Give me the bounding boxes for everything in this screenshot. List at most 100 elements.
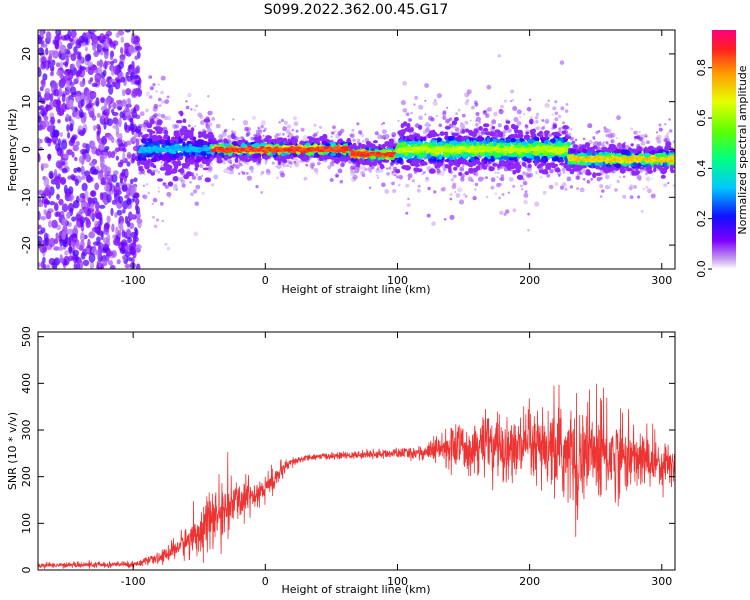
spectrogram-noise-speckle xyxy=(106,215,111,224)
spectrogram-halo-speckle xyxy=(229,162,233,165)
spectrogram-noise-speckle xyxy=(55,160,63,169)
spectrogram-signal-cell xyxy=(552,123,557,129)
spectrogram-noise-speckle xyxy=(96,112,101,118)
spectrogram-noise-speckle xyxy=(137,84,142,89)
spectrogram-noise-speckle xyxy=(75,213,82,222)
spectrogram-noise-speckle xyxy=(38,236,43,245)
spectrogram-ridge-cell xyxy=(406,145,411,149)
spectrogram-halo-speckle xyxy=(155,218,160,222)
spectrogram-halo-speckle xyxy=(541,119,545,122)
spectrogram-noise-speckle xyxy=(56,109,64,116)
spectrogram-halo-speckle xyxy=(294,156,298,161)
spectrogram-noise-speckle xyxy=(115,32,120,38)
spectrogram-signal-cell xyxy=(223,143,230,147)
spectrogram-halo-speckle xyxy=(209,110,214,115)
spectrogram-halo-speckle xyxy=(441,164,446,169)
spectrogram-signal-cell xyxy=(232,141,238,147)
spectrogram-noise-speckle xyxy=(106,193,112,203)
spectrogram-noise-speckle xyxy=(63,255,70,266)
spectrogram-halo-speckle xyxy=(163,182,166,185)
spectrogram-noise-speckle xyxy=(68,37,73,42)
spectrogram-signal-cell xyxy=(543,168,548,174)
spectrogram-noise-speckle xyxy=(80,232,85,242)
spectrogram-signal-cell xyxy=(319,154,324,161)
spectrogram-halo-speckle xyxy=(193,125,196,128)
spectrogram-noise-speckle xyxy=(126,153,134,158)
spectrogram-halo-speckle xyxy=(282,132,285,136)
spectrogram-signal-cell xyxy=(505,120,511,124)
spectrogram-halo-speckle xyxy=(475,111,480,117)
spectrogram-ridge-cell xyxy=(455,151,461,154)
spectrogram-halo-speckle xyxy=(255,185,259,189)
spectrogram-halo-speckle xyxy=(152,83,156,87)
spectrogram-signal-cell xyxy=(318,151,323,155)
spectrogram-halo-speckle xyxy=(334,129,337,133)
spectrogram-signal-cell xyxy=(513,125,519,131)
spectrogram-noise-speckle xyxy=(38,36,42,45)
spectrogram-noise-speckle xyxy=(59,52,66,61)
spectrogram-noise-speckle xyxy=(125,88,132,96)
spectrogram-halo-speckle xyxy=(422,171,426,174)
spectrogram-halo-speckle xyxy=(293,121,299,127)
spectrogram-signal-cell xyxy=(341,156,345,162)
spectrogram-halo-speckle xyxy=(265,168,270,173)
spectrogram-noise-speckle xyxy=(41,163,49,169)
spectrogram-signal-cell xyxy=(143,133,150,138)
spectrogram-halo-speckle xyxy=(410,111,413,115)
spectrogram-halo-speckle xyxy=(142,122,148,128)
spectrogram-ridge-cell xyxy=(412,146,417,150)
spectrogram-signal-cell xyxy=(539,136,547,141)
spectrogram-signal-cell xyxy=(454,132,459,137)
spectrogram-signal-cell xyxy=(365,140,371,145)
spectrogram-ridge-cell xyxy=(177,145,183,148)
spectrogram-noise-speckle xyxy=(119,133,123,141)
spectrogram-noise-speckle xyxy=(66,211,71,219)
spectrogram-halo-speckle xyxy=(561,182,567,188)
spectrogram-signal-cell xyxy=(194,141,201,147)
spectrogram-noise-speckle xyxy=(134,227,138,233)
spectrogram-noise-speckle xyxy=(38,142,41,147)
spectrogram-halo-speckle xyxy=(165,185,169,189)
spectrogram-signal-cell xyxy=(472,132,477,138)
spectrogram-signal-cell xyxy=(448,143,453,148)
spectrogram-halo-speckle xyxy=(474,188,477,191)
spectrogram-halo-speckle xyxy=(195,184,201,190)
spectrogram-signal-cell xyxy=(171,136,176,141)
spectrogram-signal-cell xyxy=(492,141,497,147)
spectrogram-halo-speckle xyxy=(160,75,166,81)
spectrogram-signal-cell xyxy=(372,140,378,144)
spectrogram-halo-speckle xyxy=(391,181,395,186)
spectrogram-noise-speckle xyxy=(133,192,140,199)
spectrogram-halo-speckle xyxy=(286,124,292,129)
spectrogram-signal-cell xyxy=(328,155,334,159)
spectrogram-halo-speckle xyxy=(181,183,186,188)
spectrogram-signal-cell xyxy=(201,141,209,146)
spectrogram-halo-speckle xyxy=(407,173,413,179)
spectrogram-signal-cell xyxy=(281,152,289,156)
spectrogram-noise-speckle xyxy=(89,77,94,82)
spectrogram-ridge-cell xyxy=(263,151,269,154)
spectrogram-signal-cell xyxy=(290,154,294,160)
spectrogram-halo-speckle xyxy=(411,179,415,183)
spectrogram-halo-speckle xyxy=(441,186,446,192)
spectrogram-signal-cell xyxy=(505,159,512,164)
spectrogram-signal-cell xyxy=(474,167,480,171)
spectrogram-noise-speckle xyxy=(54,202,58,210)
spectrogram-signal-cell xyxy=(149,131,153,137)
spectrogram-noise-speckle xyxy=(91,115,97,121)
spectrogram-signal-cell xyxy=(502,162,509,167)
spectrogram-signal-cell xyxy=(432,142,437,147)
spectrogram-noise-speckle xyxy=(80,148,87,155)
spectrogram-halo-speckle xyxy=(161,100,165,104)
spectrogram-halo-speckle xyxy=(379,168,384,173)
spectrogram-halo-speckle xyxy=(214,158,217,161)
spectrogram-signal-cell xyxy=(559,156,564,161)
spectrogram-noise-speckle xyxy=(50,116,56,125)
spectrogram-noise-speckle xyxy=(115,99,123,105)
spectrogram-noise-speckle xyxy=(104,146,110,151)
spectrogram-signal-cell xyxy=(462,152,467,158)
spectrogram-signal-cell xyxy=(515,168,521,174)
spectrogram-signal-cell xyxy=(539,159,543,163)
spectrogram-halo-speckle xyxy=(392,189,397,193)
